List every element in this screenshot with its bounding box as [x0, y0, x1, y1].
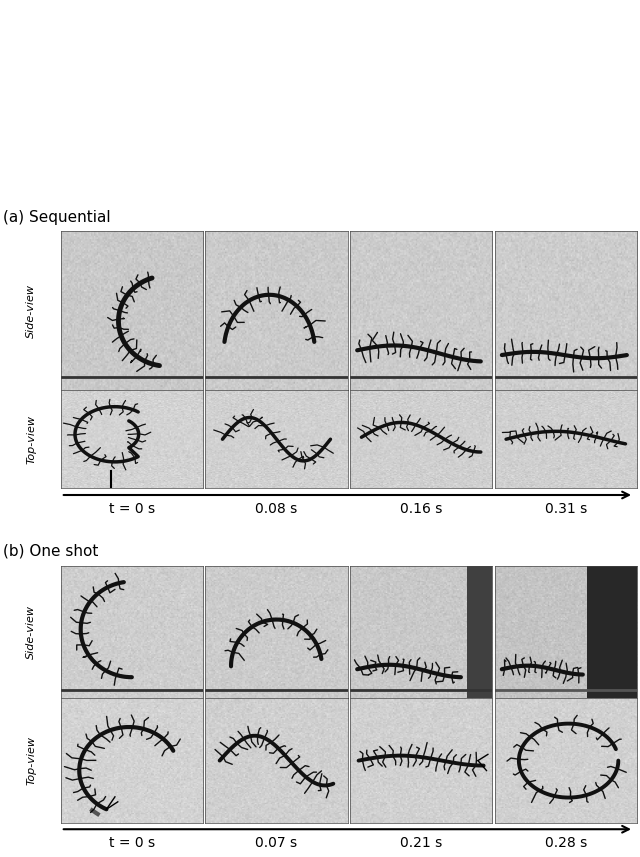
- Text: 0.21 s: 0.21 s: [400, 836, 442, 850]
- Text: 0.31 s: 0.31 s: [545, 502, 587, 516]
- Text: (a) Sequential: (a) Sequential: [3, 209, 111, 225]
- Text: 0.07 s: 0.07 s: [255, 836, 298, 850]
- Text: 0.16 s: 0.16 s: [400, 502, 442, 516]
- Text: Side-view: Side-view: [26, 605, 36, 659]
- Text: 0.08 s: 0.08 s: [255, 502, 298, 516]
- Text: t = 0 s: t = 0 s: [109, 502, 155, 516]
- Text: 0.28 s: 0.28 s: [545, 836, 587, 850]
- Bar: [587, 566, 637, 698]
- Text: Top-view: Top-view: [26, 415, 36, 464]
- Text: Top-view: Top-view: [26, 736, 36, 785]
- Text: t = 0 s: t = 0 s: [109, 836, 155, 850]
- Text: Side-view: Side-view: [26, 284, 36, 338]
- Bar: [467, 566, 492, 698]
- Text: (b) One shot: (b) One shot: [3, 543, 99, 559]
